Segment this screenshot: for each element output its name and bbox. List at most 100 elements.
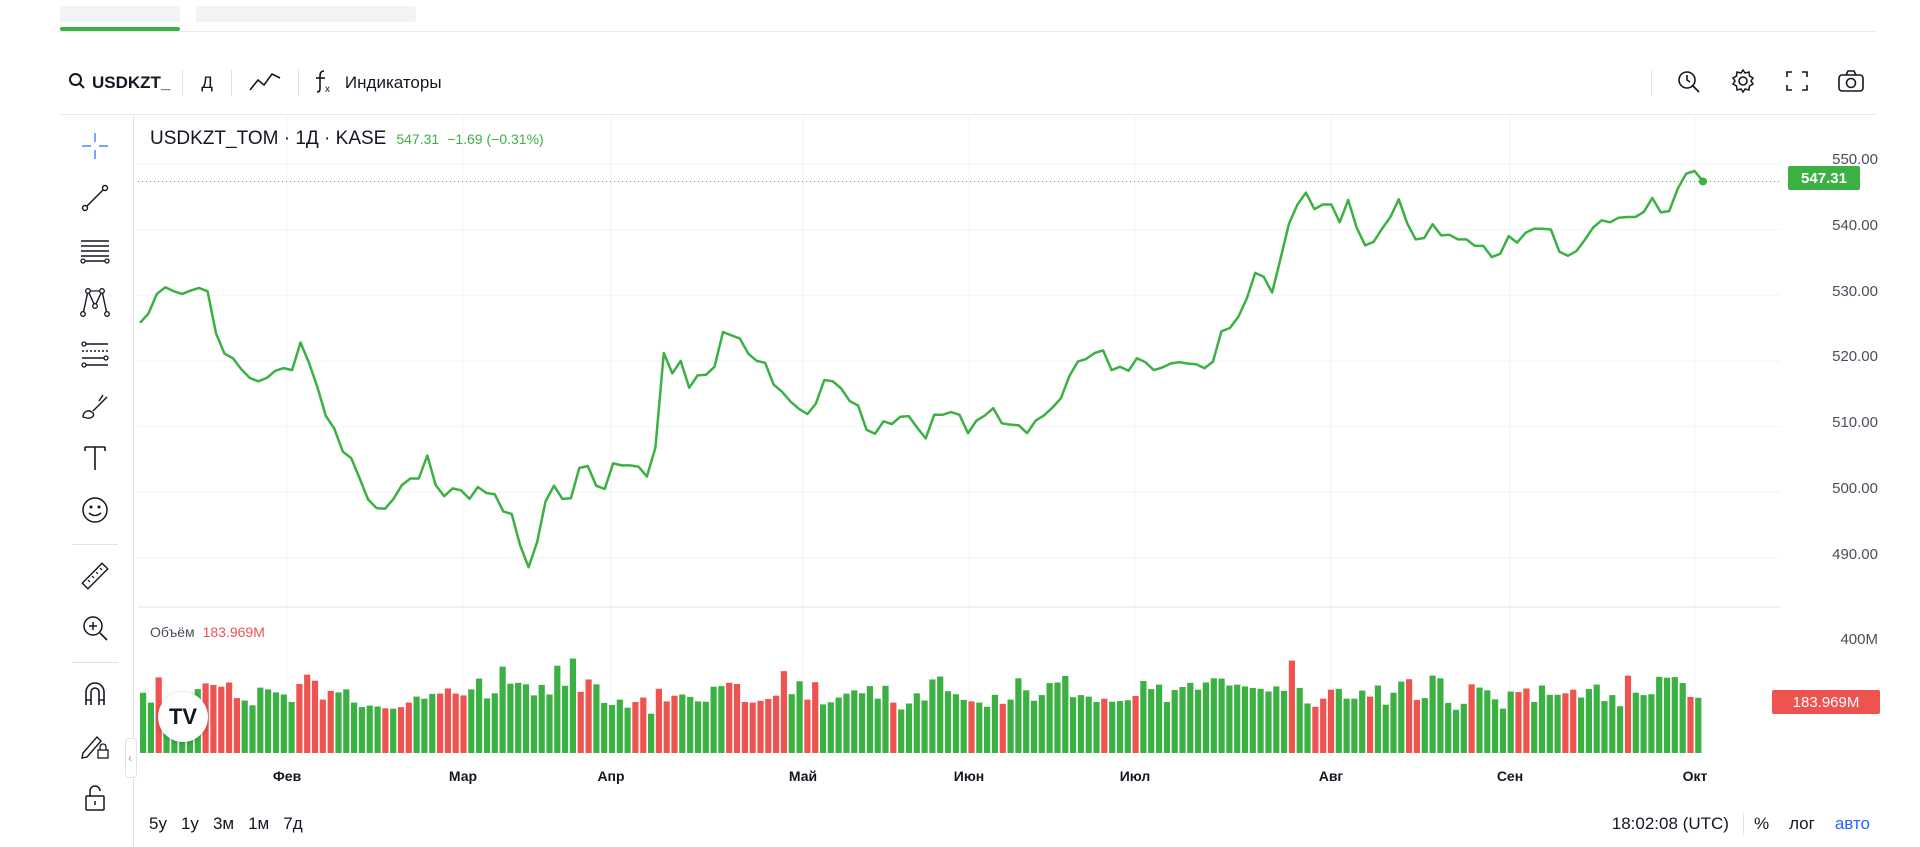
fx-icon: x [313,69,335,98]
volume-bar [679,694,686,753]
volume-bar [1390,692,1397,753]
tradingview-logo[interactable]: TV [158,692,208,742]
divider [72,662,118,663]
zoom-in-icon [80,613,110,648]
horizontal-lines-button[interactable] [70,230,120,274]
volume-bar [296,684,303,753]
volume-bar [687,696,694,753]
volume-bar [1445,702,1452,753]
x-tick-label: Сен [1496,768,1524,784]
volume-bar [991,694,998,753]
percent-scale-toggle[interactable]: % [1753,814,1770,833]
toolbar-right [1651,62,1878,104]
volume-bar [405,702,412,753]
clock-time[interactable]: 18:02:08 (UTC) [1611,814,1729,833]
magnet-button[interactable] [70,674,120,718]
volume-bar [851,690,858,753]
volume-bar [444,688,451,753]
x-tick-label: Фев [272,768,302,784]
volume-bar [1335,688,1342,753]
emoji-button[interactable] [70,490,120,534]
range-button[interactable]: 1y [180,814,199,833]
replay-button[interactable] [1662,62,1716,104]
volume-bar [1218,678,1225,753]
crosshair-button[interactable] [70,126,120,170]
volume-bar [343,689,350,753]
volume-bar [1663,677,1671,753]
chart-type-button[interactable] [232,65,298,101]
fib-button[interactable] [70,334,120,378]
tab-placeholder[interactable] [60,6,180,22]
volume-bar [929,679,936,753]
volume-bar [437,693,444,753]
volume-bar [1468,684,1475,753]
volume-bar [1585,689,1592,753]
volume-bar [812,682,819,753]
volume-bar [1234,684,1241,753]
symbol-search-button[interactable]: USDKZT_ [58,65,182,101]
y-tick-label: 530.00 [1832,283,1878,300]
fullscreen-button[interactable] [1770,62,1824,104]
volume-bar [288,702,295,753]
volume-bar [898,709,905,753]
indicators-button[interactable]: x Индикаторы [299,65,456,101]
indicators-label: Индикаторы [344,73,442,92]
pattern-button[interactable] [70,282,120,326]
active-tab-indicator [60,27,180,31]
range-button[interactable]: 7д [283,814,303,833]
x-tick-label: Июл [1119,768,1151,784]
series-legend[interactable]: USDKZT_TOM · 1Д · KASE 547.31 −1.69 (−0.… [150,128,544,150]
range-button[interactable]: 5y [149,814,167,833]
last-volume-tag: 183.969M [1772,690,1880,714]
volume-bar [960,699,967,753]
unlock-button[interactable] [70,778,120,822]
volume-bar [233,698,240,753]
auto-scale-toggle[interactable]: авто [1834,814,1870,833]
ruler-button[interactable] [70,556,120,600]
volume-bar [1116,701,1124,753]
fullscreen-icon [1785,69,1809,98]
range-button[interactable]: 1м [248,814,270,833]
screenshot-button[interactable] [1824,62,1878,104]
trend-line-button[interactable] [70,178,120,222]
volume-bar [1210,678,1217,753]
volume-bar [913,693,920,753]
lock-drawing-button[interactable] [70,726,120,770]
ruler-icon [79,560,111,597]
text-tool-button[interactable] [70,438,120,482]
volume-bar [1617,706,1624,753]
volume-bar [1343,698,1350,753]
volume-legend[interactable]: Объём 183.969M [150,624,265,640]
volume-bar [859,693,866,753]
volume-bar [663,701,670,753]
volume-bar [1296,687,1303,753]
settings-button[interactable] [1716,62,1770,104]
volume-bar [257,687,264,753]
tab-placeholder[interactable] [196,6,416,22]
range-button[interactable]: 3м [212,814,235,833]
magnet-icon [80,679,110,714]
volume-bar [1085,696,1092,753]
volume-bar [1437,678,1444,753]
last-price-tag: 547.31 [1788,166,1860,190]
volume-bar [905,703,913,753]
interval-button[interactable]: Д [183,65,231,101]
volume-bar [1601,701,1608,753]
toolbar-collapse-handle[interactable]: ‹ [125,738,137,778]
volume-bar [366,705,373,753]
volume-bar [538,684,545,753]
volume-bar [1554,694,1561,753]
volume-bar [1570,689,1577,753]
zoom-in-button[interactable] [70,608,120,652]
volume-bar [655,688,662,753]
volume-bar [1023,690,1030,753]
volume-bar [616,699,623,753]
trend-line-icon [80,183,110,218]
log-scale-toggle[interactable]: лог [1789,814,1815,833]
volume-bar [280,694,287,753]
volume-bar [327,690,334,753]
volume-bar [968,701,975,753]
volume-bar [671,695,678,753]
brush-button[interactable] [70,386,120,430]
